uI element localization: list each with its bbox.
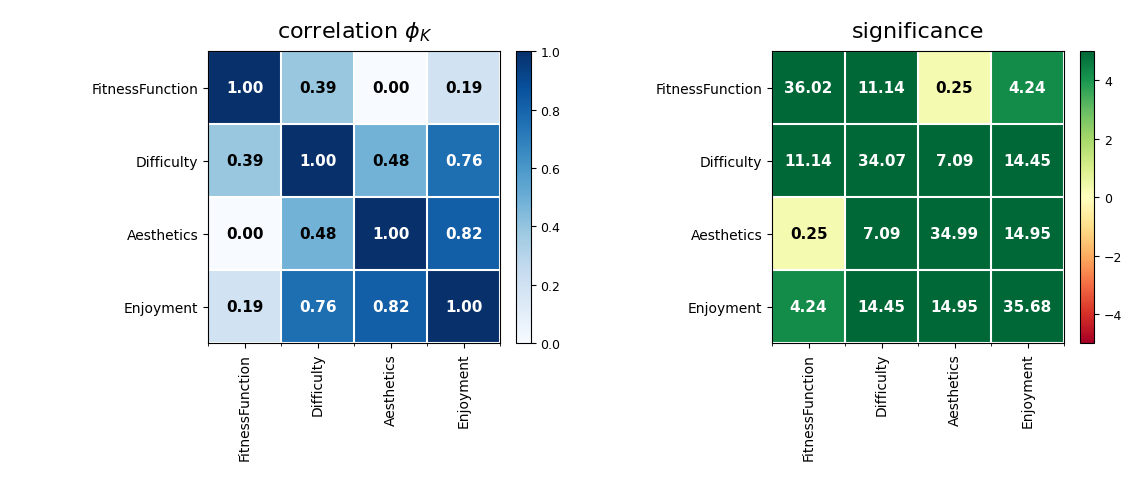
Text: 0.39: 0.39 <box>299 81 336 96</box>
Text: 34.99: 34.99 <box>930 227 978 241</box>
Text: 0.39: 0.39 <box>226 154 264 169</box>
Text: 1.00: 1.00 <box>445 300 483 314</box>
Text: 0.19: 0.19 <box>445 81 483 96</box>
Text: 36.02: 36.02 <box>785 81 833 96</box>
Text: 1.00: 1.00 <box>372 227 409 241</box>
Text: 14.45: 14.45 <box>858 300 906 314</box>
Text: 0.48: 0.48 <box>299 227 336 241</box>
Text: 4.24: 4.24 <box>790 300 827 314</box>
Text: 7.09: 7.09 <box>936 154 974 169</box>
Text: 0.00: 0.00 <box>372 81 409 96</box>
Text: 0.76: 0.76 <box>299 300 336 314</box>
Text: 1.00: 1.00 <box>299 154 336 169</box>
Title: correlation $\phi_K$: correlation $\phi_K$ <box>276 20 431 44</box>
Text: 11.14: 11.14 <box>858 81 905 96</box>
Text: 0.25: 0.25 <box>936 81 974 96</box>
Text: 35.68: 35.68 <box>1004 300 1052 314</box>
Text: 14.45: 14.45 <box>1004 154 1052 169</box>
Text: 0.48: 0.48 <box>372 154 409 169</box>
Text: 7.09: 7.09 <box>863 227 900 241</box>
Text: 0.19: 0.19 <box>226 300 264 314</box>
Text: 34.07: 34.07 <box>858 154 906 169</box>
Text: 14.95: 14.95 <box>1004 227 1052 241</box>
Text: 0.76: 0.76 <box>445 154 483 169</box>
Text: 1.00: 1.00 <box>226 81 264 96</box>
Text: 0.82: 0.82 <box>445 227 483 241</box>
Text: 4.24: 4.24 <box>1008 81 1046 96</box>
Title: significance: significance <box>852 22 984 42</box>
Text: 11.14: 11.14 <box>785 154 833 169</box>
Text: 0.00: 0.00 <box>226 227 264 241</box>
Text: 0.25: 0.25 <box>790 227 827 241</box>
Text: 0.82: 0.82 <box>372 300 409 314</box>
Text: 14.95: 14.95 <box>930 300 978 314</box>
